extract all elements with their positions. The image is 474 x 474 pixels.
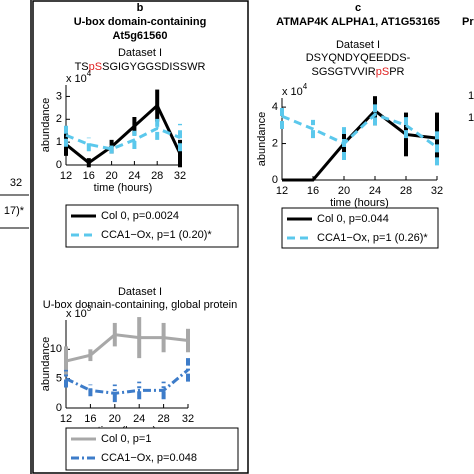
sequence: TSpSSGIGYGGSDISSWR <box>75 61 206 73</box>
x-tick-label: 28 <box>400 185 412 197</box>
panel-label: b <box>137 2 144 14</box>
dataset-label: Dataset I <box>336 39 380 51</box>
scale-base: x 10 <box>66 308 87 320</box>
sequence-segment: SGIGYGGSDISSWR <box>102 61 205 73</box>
legend-label: CCA1−Ox, p=1 (0.20)* <box>101 229 212 241</box>
series-line <box>65 126 181 151</box>
y-tick-label: 4 <box>272 101 278 113</box>
x-tick-label: 20 <box>338 185 350 197</box>
x-tick-label: 24 <box>128 170 140 182</box>
dataset-label: Dataset I <box>118 286 162 298</box>
x-tick-label: 28 <box>157 413 169 425</box>
x-tick-label: 20 <box>109 413 121 425</box>
y-axis-label: abundance <box>40 98 52 152</box>
chart-subtitle: At5g61560 <box>112 30 167 42</box>
x-tick-label: 20 <box>105 170 117 182</box>
sequence: DSYQNDYQEEDDS- <box>306 52 411 64</box>
sequence-segment: PR <box>389 66 404 78</box>
legend-box <box>65 204 239 248</box>
legend-label: Col 0, p=1 <box>101 433 151 445</box>
x-tick-label: 28 <box>151 170 163 182</box>
y-tick-label: 3 <box>56 90 62 102</box>
x-axis-label: time (hours) <box>330 197 389 209</box>
x-tick-label: 12 <box>60 413 72 425</box>
series-line <box>65 103 182 165</box>
fragment-text: 1 <box>468 112 474 124</box>
y-axis-label: abundance <box>256 112 268 166</box>
y-tick-label: 0 <box>272 174 278 186</box>
scale-label: x 104 <box>66 69 92 85</box>
x-tick-label: 12 <box>276 185 288 197</box>
fragment-text: 17)* <box>4 205 25 217</box>
x-tick-label: 16 <box>84 413 96 425</box>
chart-title: ATMAP4K ALPHA1, AT1G53165 <box>276 16 440 28</box>
y-tick-label: 2 <box>272 137 278 149</box>
panel-border <box>32 0 249 474</box>
fragment-text: Prote <box>462 16 474 28</box>
y-tick-label: 0 <box>56 159 62 171</box>
y-tick-label: 2 <box>56 113 62 125</box>
x-tick-label: 24 <box>369 185 381 197</box>
y-tick-label: 0 <box>56 402 62 414</box>
legend-box <box>65 427 239 471</box>
x-tick-label: 32 <box>182 413 194 425</box>
legend-label: Col 0, p=0.044 <box>317 213 389 225</box>
scale-base: x 10 <box>66 73 87 85</box>
fragment-text: 32 <box>10 177 22 189</box>
scale-exponent: 4 <box>87 69 92 78</box>
y-tick-label: 10 <box>50 343 62 355</box>
scale-label: x 104 <box>282 82 308 98</box>
series-line <box>65 368 189 395</box>
series-line <box>282 108 438 182</box>
legend-label: CCA1−Ox, p=1 (0.26)* <box>317 232 428 244</box>
legend-label: CCA1−Ox, p=0.048 <box>101 452 197 464</box>
x-tick-label: 16 <box>307 185 319 197</box>
y-tick-label: 5 <box>56 373 62 385</box>
legend-label: Col 0, p=0.0024 <box>101 210 179 222</box>
x-tick-label: 24 <box>133 413 145 425</box>
scale-exponent: 3 <box>87 304 92 313</box>
sequence-segment: pS <box>376 66 389 78</box>
scale-exponent: 4 <box>303 82 308 91</box>
chart-title: U-box domain-containing <box>74 16 207 28</box>
sequence-segment: SGSGTVVIR <box>312 66 376 78</box>
fragment-text: 1 <box>468 90 474 102</box>
series-line <box>65 333 189 363</box>
x-tick-label: 32 <box>174 170 186 182</box>
chart-title: U-box domain-containing, global protein <box>43 299 237 311</box>
sequence-segment: pS <box>89 61 102 73</box>
y-axis-label: abundance <box>40 337 52 391</box>
x-tick-label: 32 <box>431 185 443 197</box>
legend-box <box>281 207 439 249</box>
dataset-label: Dataset I <box>118 47 162 59</box>
x-tick-label: 16 <box>83 170 95 182</box>
scale-base: x 10 <box>282 86 303 98</box>
series-line <box>281 112 438 149</box>
y-tick-label: 1 <box>56 136 62 148</box>
x-tick-label: 12 <box>60 170 72 182</box>
x-axis-label: time (hours) <box>94 182 153 194</box>
panel-label: c <box>355 2 361 14</box>
scale-label: x 103 <box>66 304 92 320</box>
sequence-segment: TS <box>75 61 89 73</box>
sequence-segment: DSYQNDYQEEDDS- <box>306 52 411 64</box>
sequence: SGSGTVVIRpSPR <box>312 66 405 78</box>
